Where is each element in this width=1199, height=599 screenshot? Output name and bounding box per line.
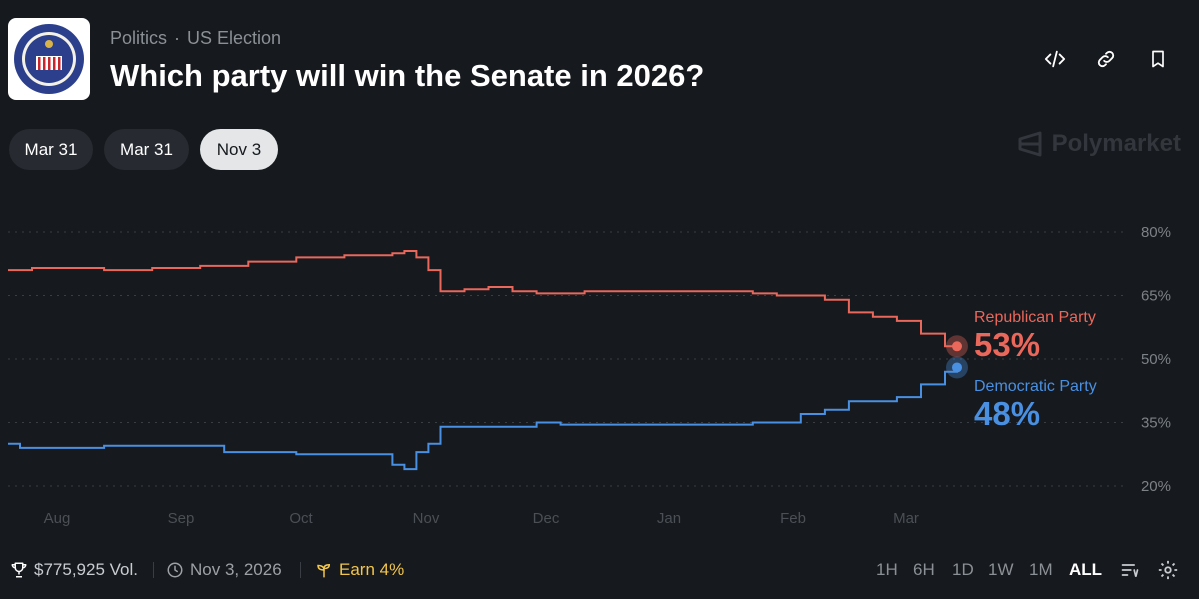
range-1h-button[interactable]: 1H	[876, 560, 898, 579]
earn-text[interactable]: Earn 4%	[339, 560, 405, 579]
x-tick-label: Nov	[413, 510, 440, 527]
end-date-info: Nov 3, 2026	[166, 556, 282, 584]
date-pill-active[interactable]: Nov 3	[200, 129, 278, 170]
x-tick-label: Mar	[893, 510, 919, 527]
series-name-label: Democratic Party	[974, 378, 1097, 395]
breadcrumb-category[interactable]: Politics	[110, 28, 168, 48]
footer-divider	[153, 562, 154, 578]
breadcrumb-separator: ·	[174, 28, 181, 48]
polymarket-watermark: Polymarket	[1016, 130, 1181, 158]
clock-icon	[167, 562, 183, 578]
y-tick-label: 50%	[1141, 351, 1171, 368]
footer-divider	[300, 562, 301, 578]
endpoint-dot	[952, 362, 962, 373]
senate-seal-logo	[8, 18, 90, 100]
breadcrumb: Politics · US Election	[110, 28, 281, 49]
footer-bar: $775,925 Vol. Nov 3, 2026 Earn 4% 1H 6H …	[0, 556, 1199, 584]
link-icon[interactable]	[1091, 44, 1121, 74]
series-name-label: Republican Party	[974, 309, 1096, 326]
end-date-text: Nov 3, 2026	[190, 560, 282, 579]
settings-gear-icon[interactable]	[1157, 556, 1179, 584]
polymarket-logo-icon	[1018, 131, 1042, 157]
series-value-label: 48%	[974, 395, 1040, 432]
price-chart: 80% 65% 50% 35% 20% Aug Sep Oct Nov Dec Jan Feb Mar R…	[8, 224, 1171, 527]
date-pill[interactable]: Mar 31	[9, 129, 93, 170]
breadcrumb-subcategory[interactable]: US Election	[187, 28, 282, 48]
range-6h-button[interactable]: 6H	[913, 560, 935, 579]
range-1w-button[interactable]: 1W	[988, 560, 1014, 579]
range-1m-button[interactable]: 1M	[1029, 560, 1053, 579]
volume-text: $775,925 Vol.	[34, 560, 138, 579]
bookmark-icon[interactable]	[1143, 44, 1173, 74]
y-tick-label: 20%	[1141, 478, 1171, 495]
endpoint-dot	[952, 341, 962, 352]
sort-icon[interactable]	[1120, 556, 1140, 584]
earn-info[interactable]: Earn 4%	[315, 556, 404, 584]
y-tick-label: 35%	[1141, 415, 1171, 432]
embed-icon[interactable]	[1040, 44, 1070, 74]
trophy-icon	[11, 562, 27, 578]
series-line-0	[8, 250, 957, 348]
date-pill[interactable]: Mar 31	[104, 129, 189, 170]
sprout-icon	[317, 563, 331, 578]
x-tick-label: Aug	[44, 510, 71, 527]
y-tick-label: 80%	[1141, 224, 1171, 241]
page-title: Which party will win the Senate in 2026?	[110, 58, 705, 93]
range-1d-button[interactable]: 1D	[952, 560, 974, 579]
watermark-label: Polymarket	[1051, 130, 1181, 157]
series-line-1	[8, 367, 958, 471]
x-tick-label: Oct	[289, 510, 313, 527]
x-tick-label: Sep	[168, 510, 195, 527]
x-tick-label: Feb	[780, 510, 806, 527]
x-tick-label: Dec	[533, 510, 560, 527]
y-tick-label: 65%	[1141, 288, 1171, 305]
x-tick-label: Jan	[657, 510, 681, 527]
range-all-button[interactable]: ALL	[1069, 560, 1103, 579]
volume-info: $775,925 Vol.	[10, 556, 138, 584]
series-value-label: 53%	[974, 326, 1040, 363]
